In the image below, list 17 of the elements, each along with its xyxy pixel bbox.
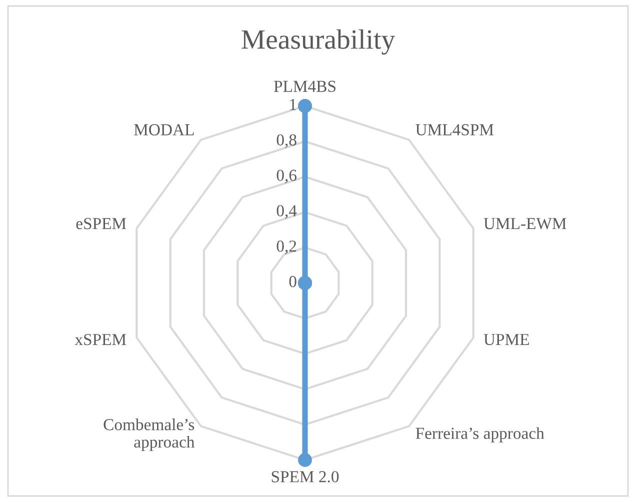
spoke-label: PLM4BS bbox=[274, 80, 336, 92]
spoke-label: eSPEM bbox=[76, 218, 126, 230]
spoke-label: SPEM 2.0 bbox=[272, 471, 339, 482]
y-tick-label: 0,6 bbox=[276, 170, 297, 184]
spoke-label: UML4SPM bbox=[416, 124, 494, 136]
spoke-label: UML-EWM bbox=[484, 218, 566, 230]
spoke-label: Combemale’s approach bbox=[104, 418, 194, 452]
y-tick-label: 0,4 bbox=[276, 205, 297, 219]
spoke-label: MODAL bbox=[134, 124, 194, 136]
spoke-label: Ferreira’s approach bbox=[416, 427, 544, 442]
y-tick-label: 1 bbox=[290, 99, 296, 110]
chart-title: Measurability bbox=[242, 29, 396, 55]
y-tick-label: 0,8 bbox=[276, 134, 296, 148]
y-tick-label: 0,2 bbox=[276, 240, 296, 254]
y-tick-label: 0 bbox=[289, 276, 296, 288]
spoke-label: xSPEM bbox=[74, 334, 126, 346]
spoke-label: UPME bbox=[484, 334, 529, 346]
